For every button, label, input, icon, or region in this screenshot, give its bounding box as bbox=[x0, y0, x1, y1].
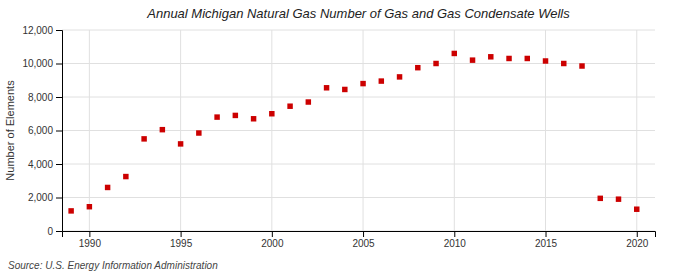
y-tick: 10,000 bbox=[22, 58, 62, 69]
x-grid-line bbox=[454, 30, 455, 231]
x-grid-line bbox=[271, 30, 272, 231]
y-tick: 0 bbox=[47, 226, 62, 237]
y-tick-mark bbox=[56, 231, 62, 232]
y-tick-label: 6,000 bbox=[28, 125, 53, 136]
x-axis-line bbox=[63, 232, 656, 238]
point bbox=[87, 204, 92, 209]
x-tick-mark bbox=[454, 231, 455, 237]
grid bbox=[62, 30, 655, 231]
y-tick-label: 0 bbox=[47, 226, 53, 237]
y-tick: 6,000 bbox=[28, 125, 62, 136]
point bbox=[543, 58, 548, 63]
x-tick-mark bbox=[546, 231, 547, 237]
x-grid-line bbox=[89, 30, 90, 231]
x-tick: 2000 bbox=[261, 231, 284, 249]
point bbox=[488, 54, 493, 59]
x-tick-mark bbox=[363, 231, 364, 237]
y-tick-mark bbox=[56, 131, 62, 132]
point bbox=[196, 130, 201, 135]
chart: 1990 1995 2000 2005 2010 2015 2020 0 2,000 4,000 6… bbox=[0, 0, 675, 275]
y-tick-mark bbox=[56, 64, 62, 65]
x-tick: 2005 bbox=[352, 231, 375, 249]
point bbox=[214, 114, 219, 119]
y-grid-line bbox=[62, 30, 655, 31]
point bbox=[360, 81, 365, 86]
point bbox=[105, 185, 110, 190]
point bbox=[287, 103, 292, 108]
point bbox=[251, 116, 256, 121]
x-tick-label: 2005 bbox=[352, 238, 375, 249]
y-tick-label: 10,000 bbox=[22, 58, 53, 69]
y-tick-label: 8,000 bbox=[28, 92, 53, 103]
point bbox=[123, 174, 128, 179]
point bbox=[379, 78, 384, 83]
y-tick-label: 2,000 bbox=[28, 192, 53, 203]
points bbox=[68, 51, 639, 214]
point bbox=[141, 136, 146, 141]
y-grid-line bbox=[62, 130, 655, 131]
x-grid-line bbox=[180, 30, 181, 231]
point bbox=[269, 111, 274, 116]
point bbox=[525, 56, 530, 61]
y-axis-line bbox=[56, 31, 63, 232]
x-grid-line bbox=[363, 30, 364, 231]
point bbox=[433, 61, 438, 66]
y-tick-mark bbox=[56, 30, 62, 31]
y-tick-label: 4,000 bbox=[28, 159, 53, 170]
point bbox=[397, 74, 402, 79]
plot-area: 1990 1995 2000 2005 2010 2015 2020 0 2,000 4,000 6… bbox=[22, 25, 655, 249]
x-tick-mark bbox=[637, 231, 638, 237]
x-tick-mark bbox=[272, 231, 273, 237]
x-tick: 2020 bbox=[626, 231, 649, 249]
y-tick-mark bbox=[56, 97, 62, 98]
point bbox=[233, 113, 238, 118]
title: Annual Michigan Natural Gas Number of Ga… bbox=[146, 6, 570, 21]
y-grid-line bbox=[62, 197, 655, 198]
y-grid-line bbox=[62, 164, 655, 165]
x-tick-label: 1995 bbox=[170, 238, 193, 249]
x-tick-label: 1990 bbox=[79, 238, 102, 249]
y-axis-title: Number of Elements bbox=[4, 80, 16, 181]
x-tick-label: 2000 bbox=[261, 238, 284, 249]
x-axis: 1990 1995 2000 2005 2010 2015 2020 bbox=[63, 231, 656, 249]
y-tick: 4,000 bbox=[28, 159, 62, 170]
x-tick-label: 2020 bbox=[626, 238, 649, 249]
point bbox=[68, 208, 73, 213]
x-grid-line bbox=[636, 30, 637, 231]
point bbox=[579, 63, 584, 68]
x-tick: 1990 bbox=[79, 231, 102, 249]
point bbox=[178, 141, 183, 146]
y-tick-mark bbox=[56, 198, 62, 199]
point bbox=[634, 206, 639, 211]
point bbox=[598, 196, 603, 201]
x-tick: 2010 bbox=[444, 231, 467, 249]
y-axis: 0 2,000 4,000 6,000 8,000 10,000 12,000 bbox=[22, 25, 62, 237]
point bbox=[342, 87, 347, 92]
y-tick: 8,000 bbox=[28, 92, 62, 103]
x-tick-mark bbox=[89, 231, 90, 237]
point bbox=[452, 51, 457, 56]
x-tick-label: 2010 bbox=[444, 238, 467, 249]
y-tick: 2,000 bbox=[28, 192, 62, 203]
y-tick-label: 12,000 bbox=[22, 25, 53, 36]
point bbox=[160, 127, 165, 132]
point bbox=[306, 99, 311, 104]
annotation: Source: U.S. Energy Information Administ… bbox=[8, 260, 218, 271]
x-tick-label: 2015 bbox=[535, 238, 558, 249]
point bbox=[506, 56, 511, 61]
point bbox=[415, 65, 420, 70]
point bbox=[470, 57, 475, 62]
y-tick: 12,000 bbox=[22, 25, 62, 36]
y-tick-mark bbox=[56, 164, 62, 165]
x-tick: 2015 bbox=[535, 231, 558, 249]
point bbox=[616, 196, 621, 201]
point bbox=[324, 85, 329, 90]
x-tick-mark bbox=[181, 231, 182, 237]
y-grid-line bbox=[62, 97, 655, 98]
point bbox=[561, 61, 566, 66]
x-tick: 1995 bbox=[170, 231, 193, 249]
